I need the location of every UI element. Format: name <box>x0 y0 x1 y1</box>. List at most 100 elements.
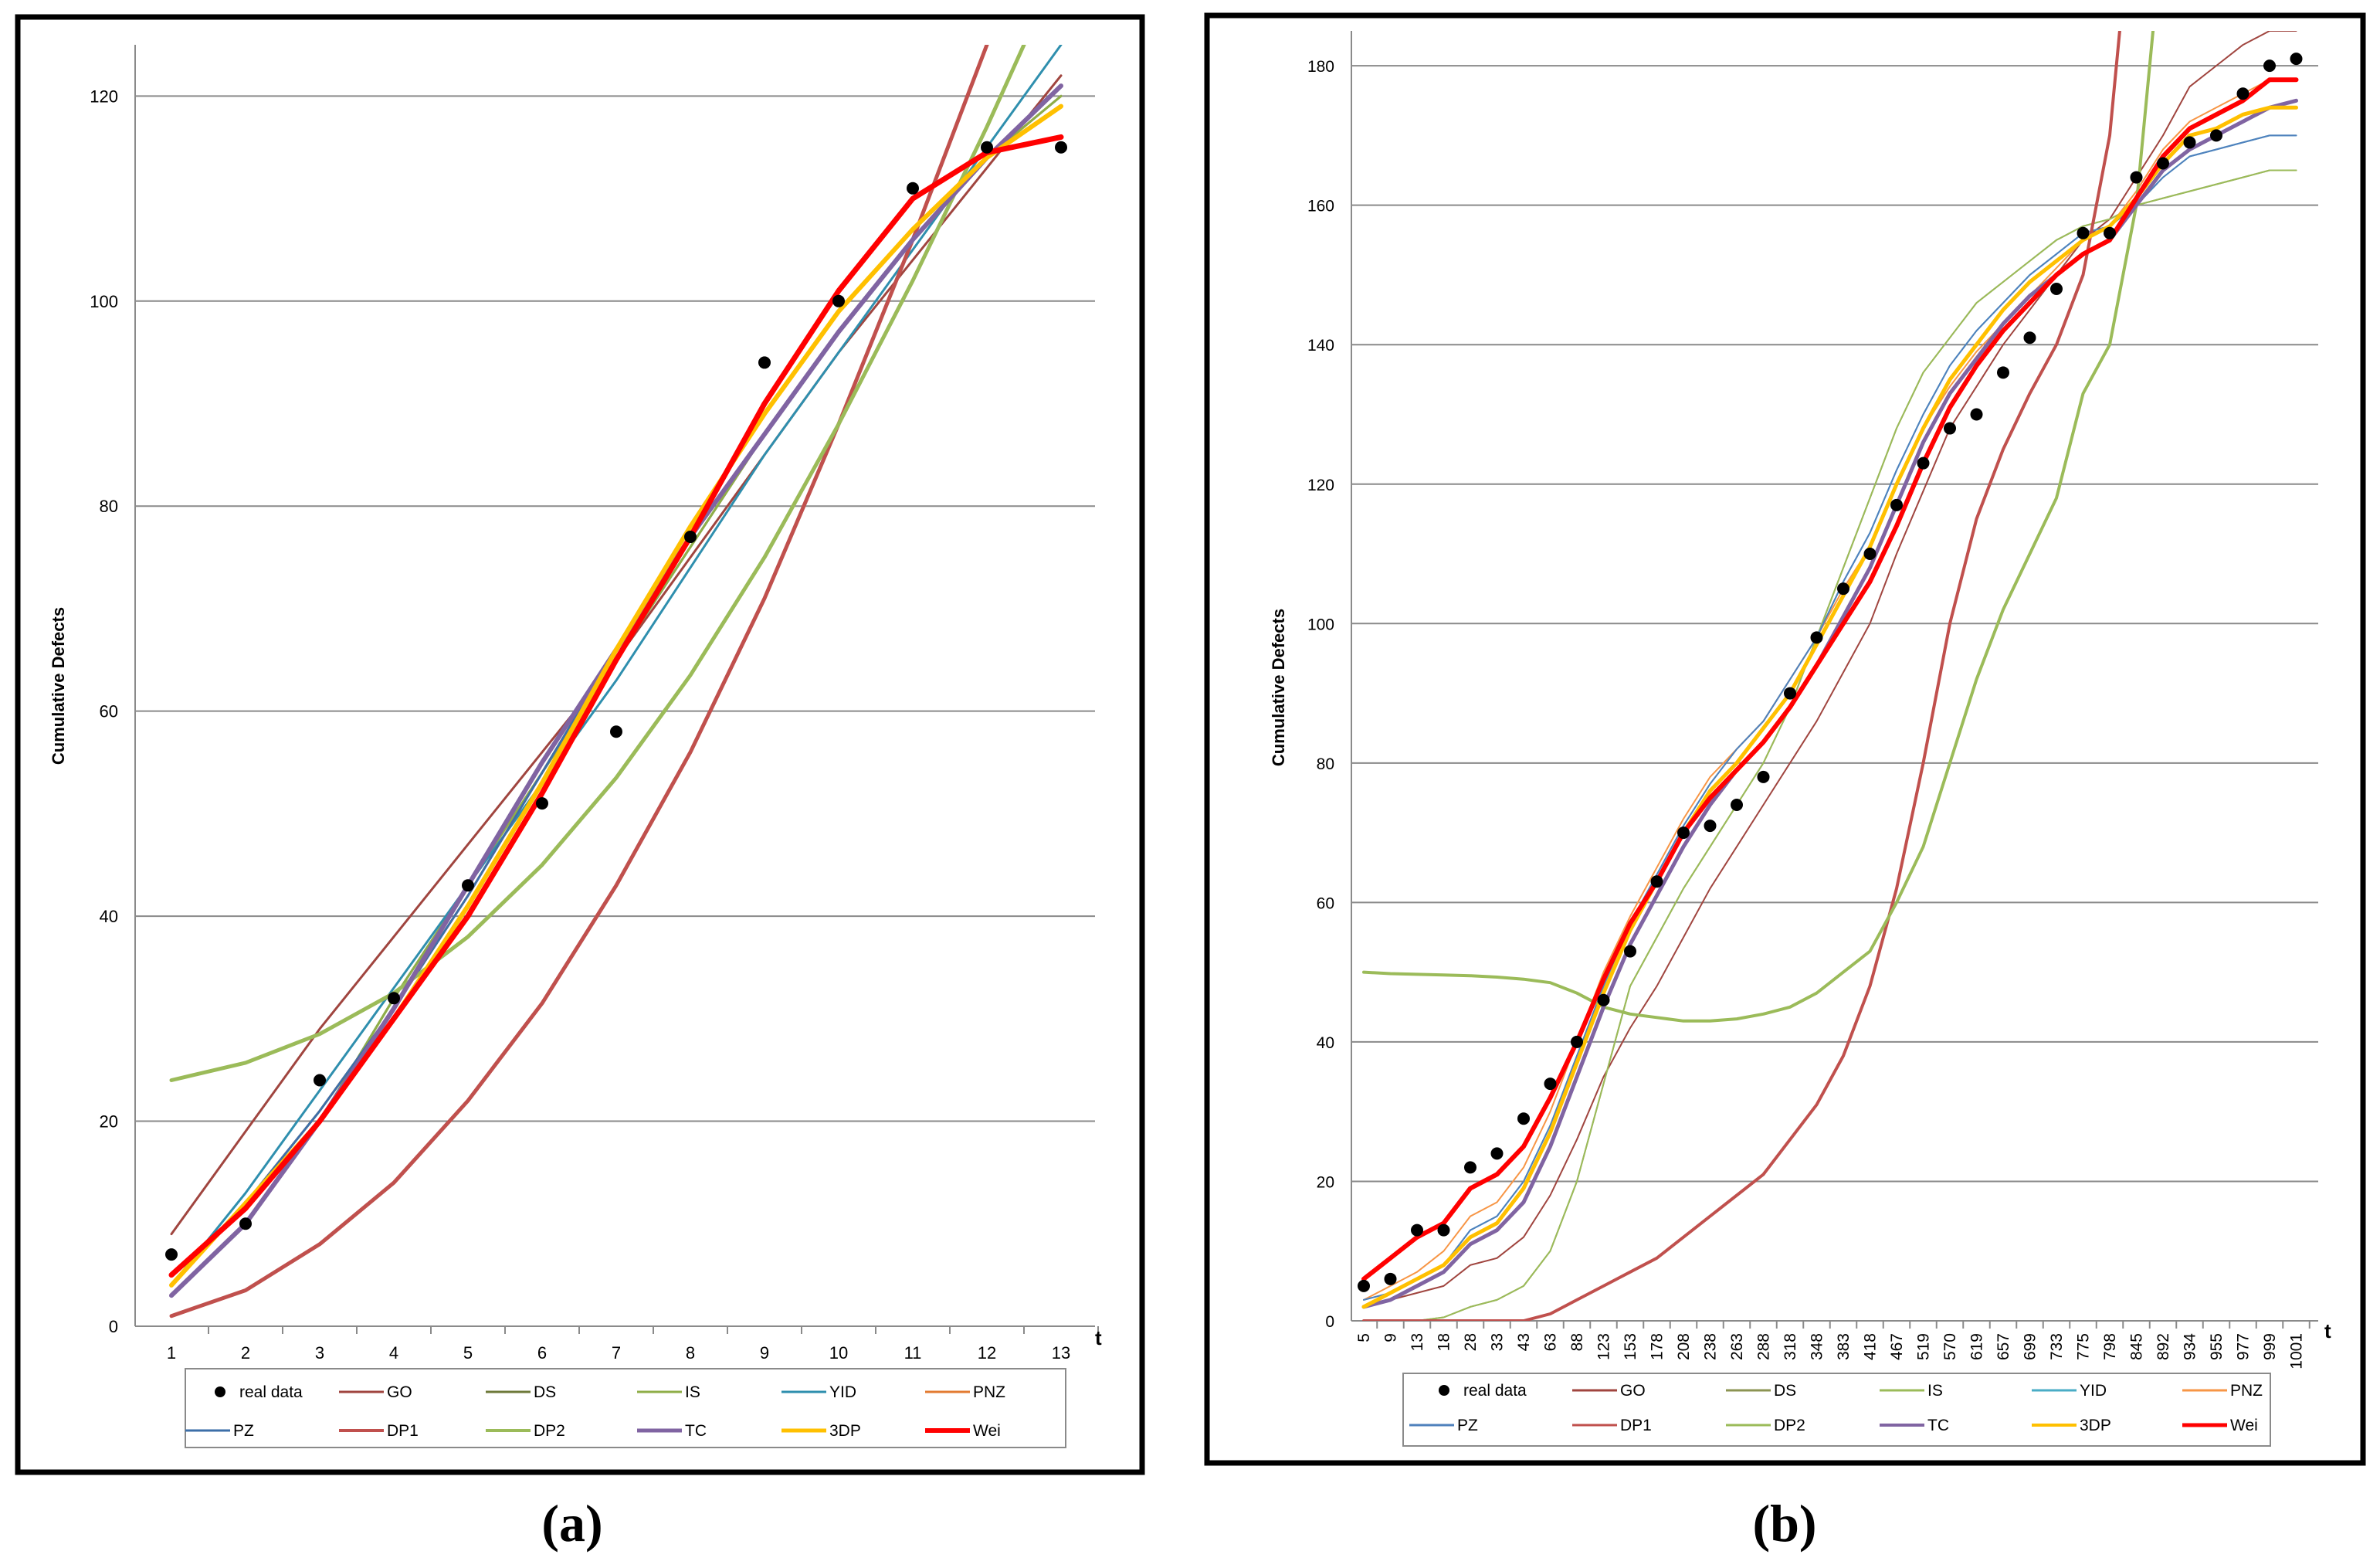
x-tick-label: 1 <box>167 1343 176 1363</box>
real-data-point <box>1731 799 1743 811</box>
legend-box <box>1402 1373 2271 1447</box>
real-data-point <box>1358 1279 1370 1292</box>
real-data-point <box>1437 1224 1450 1237</box>
panel-a-caption: (a) <box>541 1494 602 1553</box>
x-tick-label: 570 <box>1941 1333 1959 1360</box>
series-line-is <box>1363 169 2297 1321</box>
real-data-point <box>2104 226 2116 239</box>
real-data-point <box>1384 1272 1397 1285</box>
real-data-point <box>2130 171 2143 184</box>
legend-label: TC <box>685 1422 707 1440</box>
y-axis-title: Cumulative Defects <box>49 607 68 765</box>
real-data-point <box>1571 1035 1583 1048</box>
legend-label: IS <box>685 1383 700 1401</box>
legend-label: YID <box>829 1383 856 1401</box>
real-data-point <box>2157 157 2169 170</box>
legend-label: Wei <box>2230 1417 2258 1434</box>
real-data-point <box>1490 1147 1504 1160</box>
x-tick-label: 699 <box>2022 1333 2039 1360</box>
y-tick-label: 20 <box>1317 1173 1334 1191</box>
x-tick-label: 10 <box>829 1343 848 1363</box>
legend-label: Wei <box>973 1422 1001 1440</box>
y-tick-label: 140 <box>1307 337 1334 355</box>
real-data-point <box>1837 582 1849 596</box>
real-data-point <box>2210 129 2222 142</box>
real-data-point <box>1917 456 1930 470</box>
x-tick-label: 2 <box>241 1343 250 1363</box>
real-data-point <box>1704 820 1717 833</box>
real-data-point <box>1863 548 1877 561</box>
x-tick-label: 18 <box>1436 1333 1453 1351</box>
real-data-point <box>2023 331 2036 344</box>
x-tick-label: 33 <box>1489 1333 1507 1351</box>
real-data-point <box>1650 875 1663 888</box>
real-data-point <box>1784 687 1796 700</box>
legend-label: GO <box>387 1383 412 1401</box>
legend-label: DS <box>534 1383 556 1401</box>
legend-label: PZ <box>233 1422 254 1440</box>
series-line-wei <box>168 134 1064 1278</box>
legend-label: DP2 <box>534 1422 565 1440</box>
x-tick-label: 123 <box>1595 1333 1613 1360</box>
x-tick-label: 8 <box>686 1343 695 1363</box>
x-tick-label: 892 <box>2155 1333 2172 1360</box>
legend-label: PZ <box>1457 1417 1478 1434</box>
y-tick-label: 120 <box>90 87 118 106</box>
legend-label: DS <box>1774 1382 1796 1400</box>
legend-label: real data <box>1463 1382 1527 1400</box>
real-data-point <box>1810 631 1823 644</box>
series-group <box>1361 31 2299 1321</box>
y-tick-label: 100 <box>90 292 118 311</box>
y-tick-label: 40 <box>100 907 118 926</box>
real-data-point <box>2263 59 2276 73</box>
legend-label: real data <box>239 1383 303 1401</box>
x-tick-label: 318 <box>1782 1333 1799 1360</box>
x-tick-label: 383 <box>1835 1333 1853 1360</box>
real-data-point <box>1055 141 1067 154</box>
x-tick-label: 418 <box>1862 1333 1880 1360</box>
y-tick-label: 60 <box>1317 894 1334 912</box>
real-data-point <box>1464 1161 1476 1174</box>
legend-label: DP1 <box>387 1422 419 1440</box>
real-data-point <box>1997 366 2009 379</box>
real-data-point <box>1517 1112 1530 1125</box>
legend-marker-real-data <box>1439 1385 1449 1396</box>
x-tick-label: 13 <box>1409 1333 1426 1351</box>
x-tick-label: 28 <box>1462 1333 1480 1351</box>
y-tick-label: 100 <box>1307 616 1334 633</box>
x-axis-title: t <box>2324 1319 2331 1342</box>
x-tick-label: 775 <box>2075 1333 2093 1360</box>
x-tick-label: 88 <box>1568 1333 1586 1351</box>
legend-label: PNZ <box>2230 1382 2263 1400</box>
x-tick-label: 5 <box>463 1343 473 1363</box>
x-tick-label: 619 <box>1968 1333 1986 1360</box>
y-tick-label: 160 <box>1307 198 1334 216</box>
y-tick-label: 120 <box>1307 477 1334 494</box>
panel-b-frame <box>1204 12 2366 1466</box>
x-tick-label: 63 <box>1542 1333 1560 1351</box>
real-data-point <box>1597 993 1610 1006</box>
series-line-dp2 <box>1362 31 2155 1023</box>
x-tick-label: 288 <box>1755 1333 1773 1360</box>
series-line-yid <box>170 45 1063 1287</box>
real-data-point <box>536 797 548 810</box>
x-tick-label: 999 <box>2261 1333 2279 1360</box>
legend-label: DP1 <box>1620 1417 1652 1434</box>
y-tick-label: 40 <box>1317 1034 1334 1052</box>
real-data-point <box>1944 422 1956 435</box>
x-tick-label: 798 <box>2101 1333 2119 1360</box>
real-data-point <box>684 531 697 544</box>
real-data-point <box>981 141 993 154</box>
legend-label: GO <box>1620 1382 1646 1400</box>
x-tick-label: 845 <box>2128 1333 2146 1360</box>
series-group <box>168 45 1064 1319</box>
y-tick-label: 20 <box>100 1112 118 1132</box>
legend-label: PNZ <box>973 1383 1005 1401</box>
legend-label: 3DP <box>2080 1417 2111 1434</box>
real-data-point <box>1624 945 1636 958</box>
real-data-point <box>239 1217 252 1230</box>
x-tick-label: 263 <box>1728 1333 1746 1360</box>
real-data-point <box>165 1248 178 1261</box>
real-data-point <box>758 356 771 369</box>
